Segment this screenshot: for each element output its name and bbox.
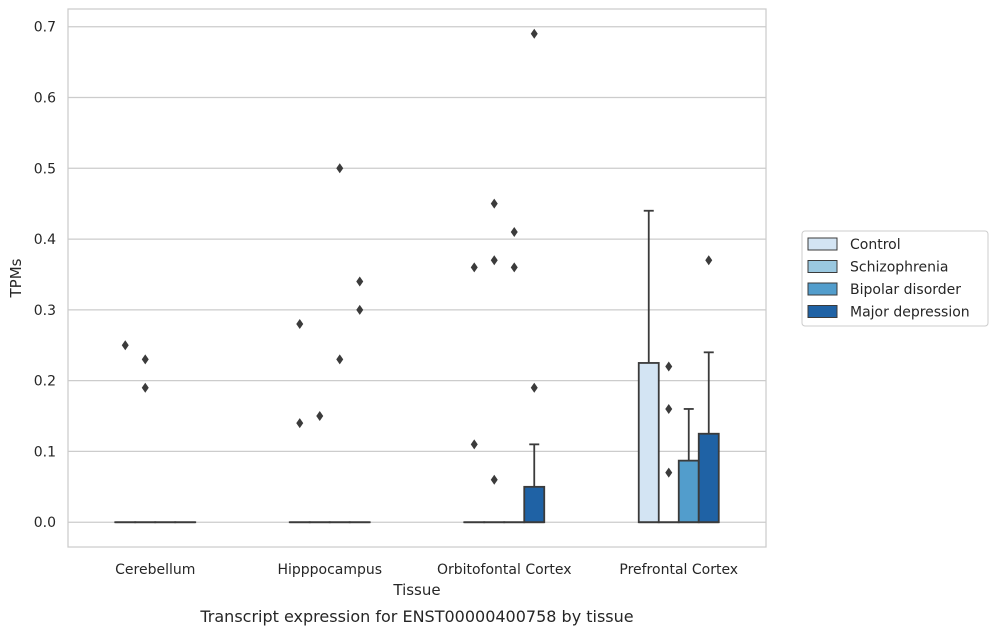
box-group <box>348 276 371 524</box>
boxes <box>114 28 720 524</box>
x-axis-ticks: Cerebellum Hipppocampus Orbitofontal Corte… <box>115 562 738 578</box>
legend-swatch <box>807 305 838 318</box>
box-group <box>463 262 486 524</box>
outlier-point <box>665 467 673 478</box>
outlier-point <box>490 255 498 266</box>
outlier-point <box>336 354 344 365</box>
outlier-point <box>490 198 498 209</box>
y-axis-ticks: 0.0 0.1 0.2 0.3 0.4 0.5 0.6 0.7 <box>34 20 56 532</box>
outlier-point <box>665 361 673 372</box>
plot-frame <box>67 8 767 548</box>
x-tick-label: Hipppocampus <box>277 562 382 578</box>
x-axis-label: Tissue <box>392 581 440 599</box>
outlier-point <box>470 439 478 450</box>
legend-swatch <box>807 237 838 251</box>
y-tick-label: 0.6 <box>34 90 56 106</box>
legend-label: Bipolar disorder <box>850 282 961 298</box>
y-tick-label: 0.5 <box>34 161 56 177</box>
legend-swatch <box>807 260 838 273</box>
legend-label: Schizophrenia <box>850 260 948 276</box>
x-tick-label: Prefrontal Cortex <box>619 562 738 578</box>
gridlines <box>68 26 766 523</box>
box <box>697 432 720 524</box>
legend: Control Schizophrenia Bipolar disorder Majo… <box>801 230 989 327</box>
outlier-point <box>336 163 344 174</box>
outlier-point <box>470 262 478 273</box>
plot-area <box>68 9 766 547</box>
y-tick-label: 0.4 <box>34 232 56 248</box>
outlier-point <box>490 474 498 485</box>
outlier-point <box>356 276 364 287</box>
box-group <box>637 209 660 524</box>
x-tick-label: Cerebellum <box>115 562 195 578</box>
outlier-point <box>356 304 364 315</box>
y-tick-label: 0.1 <box>34 444 56 460</box>
outlier-point <box>296 418 304 429</box>
y-tick-label: 0.7 <box>34 20 56 36</box>
legend-label: Control <box>850 237 901 253</box>
chart-caption: Transcript expression for ENST0000040075… <box>199 607 633 626</box>
outlier-point <box>296 319 304 330</box>
legend-label: Major depression <box>850 305 970 321</box>
y-tick-label: 0.0 <box>34 515 56 531</box>
legend-swatch <box>807 282 838 296</box>
y-tick-label: 0.3 <box>34 303 56 319</box>
outlier-point <box>510 262 518 273</box>
box <box>523 485 546 524</box>
outlier-point <box>141 354 149 365</box>
outlier-point <box>510 226 518 237</box>
outlier-point <box>121 340 129 351</box>
box-group <box>697 255 720 524</box>
box-group <box>523 28 546 524</box>
box <box>677 459 700 524</box>
box <box>637 362 660 524</box>
x-tick-label: Orbitofontal Cortex <box>437 562 572 578</box>
outlier-point <box>316 411 324 422</box>
outlier-point <box>665 403 673 414</box>
y-tick-label: 0.2 <box>34 374 56 390</box>
box-group <box>483 198 506 524</box>
outlier-point <box>530 28 538 39</box>
box-group <box>677 408 700 524</box>
outlier-point <box>530 382 538 393</box>
outlier-point <box>141 382 149 393</box>
outlier-point <box>705 255 713 266</box>
legend-frame <box>801 230 989 327</box>
y-axis-label: TPMs <box>7 258 25 298</box>
